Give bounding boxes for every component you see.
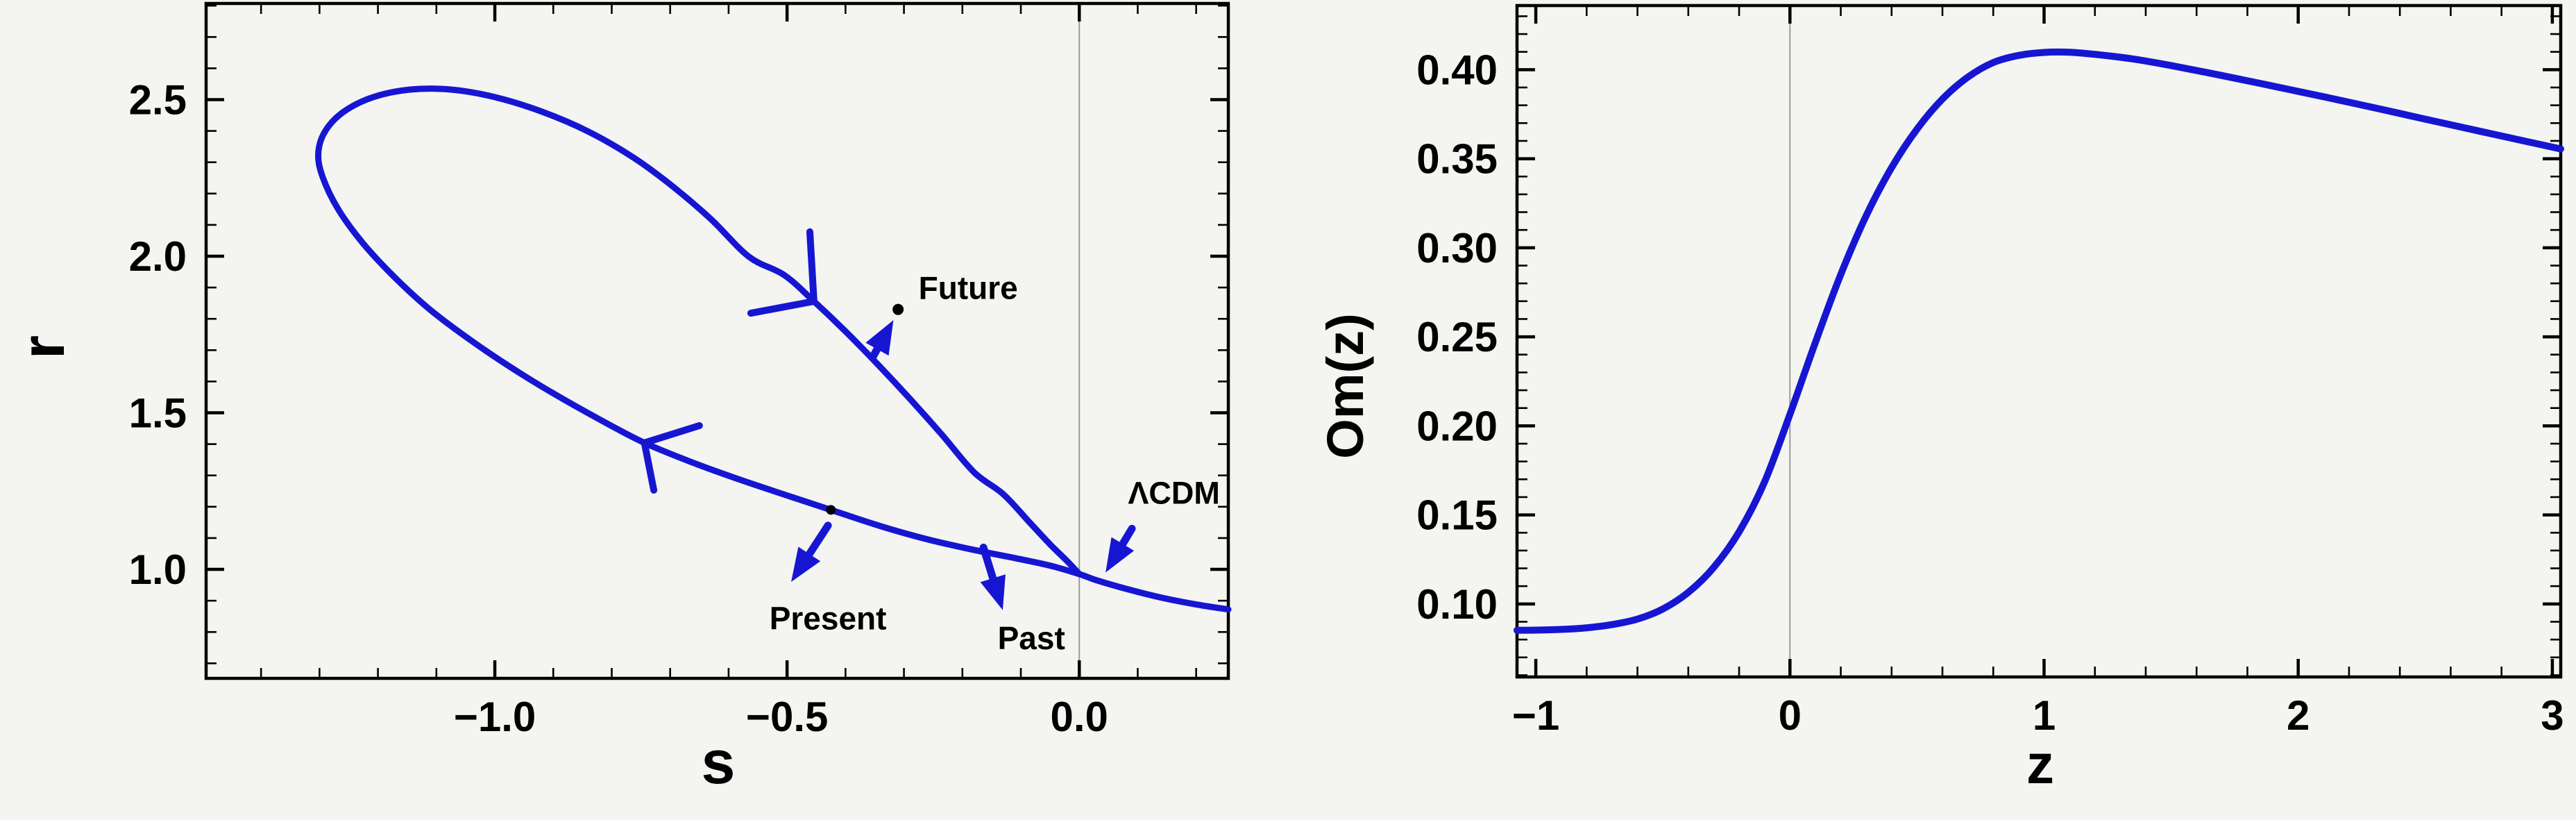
- ticks: [206, 3, 1228, 678]
- x-axis-label: z: [2026, 733, 2054, 795]
- x-tick-label: 0: [1779, 692, 1802, 739]
- x-tick-label: −1: [1512, 692, 1559, 739]
- x-tick-label: 1: [2033, 692, 2056, 739]
- future-point: [892, 303, 904, 315]
- x-tick-label: 0.0: [1051, 694, 1108, 740]
- rs-statefinder-plot: −1.0 −0.5 0.0 1.0 1.5 2.0 2.5 Future Present Past…: [0, 0, 1291, 820]
- y-tick-label: 0.25: [1416, 314, 1498, 360]
- lcdm-arrow: [1105, 524, 1136, 573]
- panel-background: [1291, 0, 2576, 820]
- y-tick-label: 2.5: [129, 76, 187, 123]
- arrow-head: [1105, 537, 1135, 573]
- x-axis-label: s: [702, 728, 736, 796]
- lcdm-label: ΛCDM: [1128, 476, 1220, 511]
- direction-arrowhead-prong: [641, 439, 658, 494]
- x-tick-label: −1.0: [454, 694, 536, 740]
- y-tick-label: 0.15: [1416, 492, 1498, 539]
- y-tick-label: 0.10: [1416, 581, 1498, 628]
- present-arrow: [791, 521, 832, 583]
- arrow-shaft: [979, 543, 999, 587]
- upper-branch-direction: [747, 228, 817, 317]
- arrow-head: [865, 320, 894, 356]
- omz-plot: −1 0 1 2 3 0.10 0.15 0.20 0.25 0.30 0.35 0.40 z Om(z): [1291, 0, 2576, 820]
- om-z-curve: [1514, 48, 2564, 634]
- direction-arrowhead-prong: [747, 297, 817, 317]
- ticks: [1517, 6, 2561, 677]
- direction-arrowhead-prong: [641, 422, 703, 446]
- arrow-head: [980, 574, 1006, 610]
- x-tick-label: −0.5: [746, 694, 828, 740]
- arrow-shaft: [802, 521, 832, 563]
- past-arrow: [979, 543, 1006, 610]
- y-tick-label: 0.40: [1416, 47, 1498, 93]
- future-arrow: [865, 320, 894, 362]
- y-tick-label: 0.35: [1416, 136, 1498, 183]
- y-axis-label: r: [8, 335, 77, 359]
- y-tick-label: 0.20: [1416, 403, 1498, 449]
- plot-frame: [204, 1, 1230, 680]
- y-axis-label: Om(z): [1316, 313, 1374, 459]
- present-label: Present: [770, 601, 887, 637]
- arrow-head: [791, 546, 821, 583]
- y-tick-label: 1.5: [129, 390, 187, 437]
- present-point: [826, 505, 836, 515]
- y-tick-label: 1.0: [129, 546, 187, 593]
- future-label: Future: [919, 270, 1018, 306]
- panel-background: [0, 0, 1291, 820]
- plot-frame: [1515, 3, 2563, 679]
- direction-arrowhead-prong: [806, 228, 817, 305]
- lower-branch-direction: [641, 422, 703, 494]
- y-tick-label: 2.0: [129, 233, 187, 280]
- x-tick-label: 2: [2287, 692, 2310, 739]
- x-tick-label: 3: [2541, 692, 2564, 739]
- y-tick-label: 0.30: [1416, 225, 1498, 271]
- past-label: Past: [998, 620, 1065, 656]
